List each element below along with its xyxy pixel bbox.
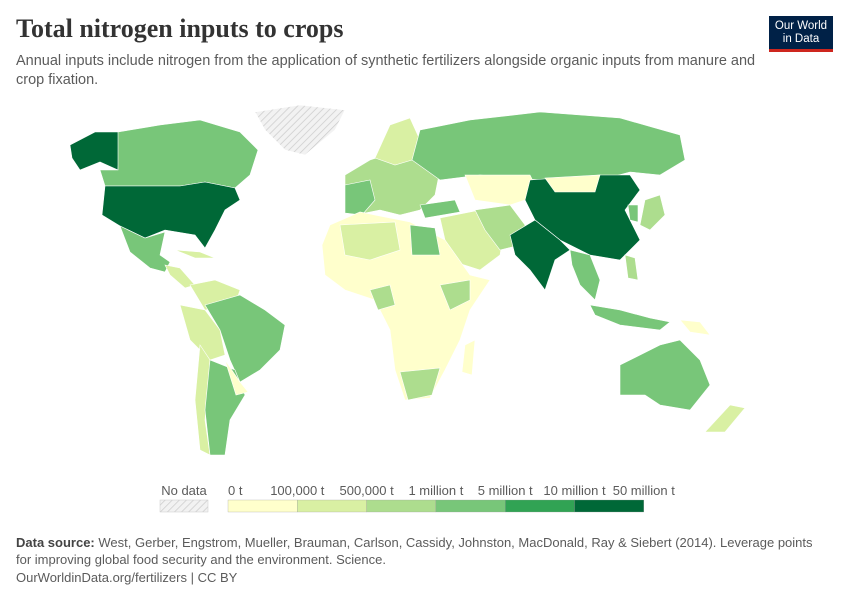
country-australia[interactable] bbox=[619, 339, 711, 411]
country-brazil[interactable] bbox=[204, 294, 286, 383]
source-text: West, Gerber, Engstrom, Mueller, Brauman… bbox=[16, 535, 813, 567]
legend-bin-label: 100,000 t bbox=[270, 483, 325, 498]
country-png[interactable] bbox=[679, 319, 711, 336]
legend-bin-label: 50 million t bbox=[613, 483, 676, 498]
country-caribbean[interactable] bbox=[174, 249, 216, 259]
country-new-zealand[interactable] bbox=[704, 404, 746, 433]
country-usa[interactable] bbox=[101, 181, 241, 249]
legend-bin-label: 5 million t bbox=[478, 483, 533, 498]
legend-swatch[interactable] bbox=[574, 499, 644, 513]
country-india[interactable] bbox=[509, 219, 571, 291]
country-greenland[interactable] bbox=[254, 104, 346, 156]
country-canada[interactable] bbox=[99, 119, 259, 189]
country-philippines[interactable] bbox=[624, 254, 639, 281]
country-japan[interactable] bbox=[639, 194, 666, 231]
legend: No data 0 t 100,000 t 500,000 t 1 million t… bbox=[159, 483, 676, 513]
legend-bin-label: 0 t bbox=[228, 483, 243, 498]
country-ethiopia[interactable] bbox=[439, 279, 471, 311]
legend-bin-label: 1 million t bbox=[408, 483, 463, 498]
owid-logo[interactable]: Our World in Data bbox=[769, 16, 833, 52]
footer-url[interactable]: OurWorldinData.org/fertilizers | CC BY bbox=[16, 570, 238, 585]
country-nigeria[interactable] bbox=[369, 284, 396, 311]
country-korea[interactable] bbox=[627, 204, 639, 223]
chart-title: Total nitrogen inputs to crops bbox=[16, 14, 344, 43]
legend-swatch[interactable] bbox=[227, 499, 298, 513]
legend-no-data-label: No data bbox=[161, 483, 207, 498]
legend-swatch[interactable] bbox=[366, 499, 437, 513]
country-sahel[interactable] bbox=[339, 221, 401, 261]
source-label: Data source: bbox=[16, 535, 95, 550]
country-se-asia[interactable] bbox=[569, 249, 601, 301]
country-central-america[interactable] bbox=[164, 264, 196, 289]
country-turkey[interactable] bbox=[419, 199, 461, 219]
legend-no-data-swatch bbox=[159, 499, 209, 513]
footer-source: Data source: West, Gerber, Engstrom, Mue… bbox=[16, 534, 816, 568]
country-peru-bolivia[interactable] bbox=[179, 304, 226, 361]
legend-bin-label: 10 million t bbox=[543, 483, 606, 498]
legend-swatch[interactable] bbox=[297, 499, 367, 513]
country-indonesia[interactable] bbox=[589, 304, 671, 331]
country-madagascar[interactable] bbox=[461, 339, 476, 376]
chart-subtitle: Annual inputs include nitrogen from the … bbox=[16, 53, 756, 88]
legend-swatch[interactable] bbox=[505, 499, 575, 513]
country-alaska[interactable] bbox=[69, 131, 121, 171]
country-france-spain[interactable] bbox=[344, 179, 376, 216]
country-egypt[interactable] bbox=[409, 224, 441, 256]
country-south-africa[interactable] bbox=[399, 367, 441, 401]
country-russia[interactable] bbox=[411, 111, 686, 181]
country-mexico[interactable] bbox=[119, 225, 171, 273]
country-mongolia[interactable] bbox=[544, 174, 601, 193]
legend-swatch[interactable] bbox=[435, 499, 506, 513]
legend-bin-label: 500,000 t bbox=[339, 483, 394, 498]
country-paraguay-uruguay[interactable] bbox=[224, 359, 249, 396]
country-china[interactable] bbox=[524, 174, 641, 261]
